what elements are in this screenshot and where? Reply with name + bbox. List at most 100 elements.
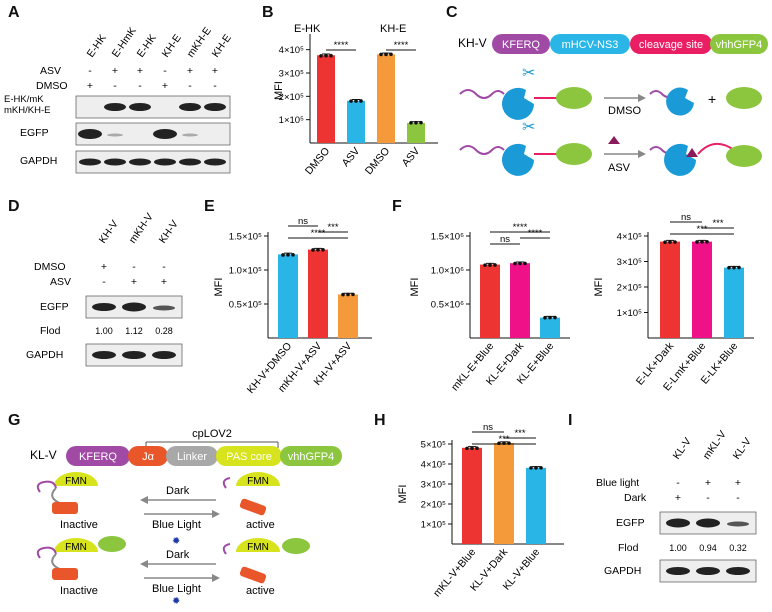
blot-band <box>696 518 720 528</box>
significance-label: *** <box>712 218 723 229</box>
data-point <box>705 239 709 244</box>
blue-light-row-label: Blue light <box>596 477 639 489</box>
panel-letter-f: F <box>392 198 402 215</box>
bar <box>377 54 395 144</box>
asv-triangle-icon <box>608 136 620 144</box>
arrow-head <box>638 94 646 102</box>
sign: - <box>102 276 106 288</box>
blot-band <box>104 103 126 111</box>
sign: + <box>162 80 168 92</box>
protease-shape <box>666 87 694 116</box>
kferq-tail <box>459 89 505 99</box>
blue-light-label: Blue Light <box>152 519 201 531</box>
fmn-label: FMN <box>65 476 87 487</box>
flod-value: 0.28 <box>155 326 173 336</box>
data-point <box>539 465 543 470</box>
panel-h-chart: 1×10⁵2×10⁵3×10⁵4×10⁵5×10⁵MFImKL-V+BlueKL… <box>397 422 564 599</box>
linker-line <box>51 487 63 505</box>
sign: + <box>101 261 107 273</box>
data-point <box>543 315 547 320</box>
y-tick-label: 3×10⁵ <box>617 257 642 268</box>
blot-band <box>179 103 201 111</box>
arrow-head <box>212 510 220 518</box>
data-point <box>548 315 552 320</box>
data-point <box>341 292 345 297</box>
y-tick-label: 3×10⁵ <box>279 69 304 80</box>
dark-row-label: Dark <box>624 492 647 504</box>
cplov2-label: cpLOV2 <box>192 428 232 440</box>
ja-helix-shape <box>239 566 267 584</box>
y-tick-label: 4×10⁵ <box>279 45 304 56</box>
significance-label: **** <box>528 228 543 239</box>
segment-ja <box>128 446 168 466</box>
data-point <box>493 263 497 267</box>
data-point <box>475 446 479 451</box>
data-point <box>311 248 315 252</box>
vhhgfp4-shape <box>726 87 762 109</box>
data-point <box>732 265 736 270</box>
dark-label: Dark <box>166 549 190 561</box>
flod-label: Flod <box>40 325 61 337</box>
y-tick-label: 1.5×10⁶ <box>431 232 464 243</box>
group-title: KH-E <box>380 23 406 35</box>
data-point <box>379 52 383 57</box>
significance-label: **** <box>394 40 409 51</box>
significance-label: **** <box>334 40 349 51</box>
kferq-tail <box>459 145 505 155</box>
segment-linker <box>166 446 218 466</box>
data-point <box>523 261 527 266</box>
segment-label: Jα <box>142 451 155 463</box>
segment-label: Linker <box>177 451 207 463</box>
y-tick-label: 1×10⁵ <box>617 308 642 319</box>
data-point <box>529 466 533 470</box>
blot-band <box>666 518 690 528</box>
segment-label: cleavage site <box>639 39 703 51</box>
y-tick-label: 1.0×10⁶ <box>431 266 464 277</box>
data-point <box>737 265 741 270</box>
lane-label: E-HmK <box>110 25 139 60</box>
asv-row-label: ASV <box>40 65 61 77</box>
significance-label: ns <box>500 234 510 245</box>
scissors-icon: ✂ <box>522 119 535 136</box>
segment-pas-core <box>216 446 282 466</box>
bar <box>347 100 365 143</box>
blot-strip-fusion <box>75 95 231 119</box>
blot-band <box>696 567 720 575</box>
scissors-icon: ✂ <box>522 65 535 82</box>
data-point <box>321 247 325 252</box>
gapdh-label: GAPDH <box>604 565 641 577</box>
panel-c-schematic: KH-V KFERQ mHCV-NS3 cleavage site vhhGFP… <box>458 34 768 176</box>
segment-label: KFERQ <box>79 451 117 463</box>
x-tick-label: ASV <box>340 145 363 169</box>
lane-label: KH-V <box>157 218 181 245</box>
data-point <box>409 120 413 125</box>
sign: + <box>675 492 681 504</box>
asv-triangle-icon <box>686 148 698 157</box>
construct-label: KL-V <box>30 448 57 462</box>
data-point <box>354 99 358 103</box>
sign: - <box>676 477 680 489</box>
vhhgfp4-shape <box>726 145 762 167</box>
segment-kferq <box>492 34 550 54</box>
sign: - <box>188 80 192 92</box>
significance-label: *** <box>327 222 338 233</box>
linker-line <box>51 553 63 571</box>
segment-cleavage <box>630 34 712 54</box>
sign: + <box>705 477 711 489</box>
bar <box>660 241 680 338</box>
asv-row-label: ASV <box>50 276 71 288</box>
flod-value: 1.00 <box>95 326 113 336</box>
data-point <box>384 52 388 57</box>
y-axis-label: MFI <box>593 278 605 297</box>
panel-letter-c: C <box>446 4 458 21</box>
data-point <box>465 446 469 451</box>
flod-value: 1.00 <box>669 543 687 553</box>
sign: - <box>213 80 217 92</box>
data-point <box>359 99 363 103</box>
data-point <box>668 240 672 244</box>
x-tick-label: ASV <box>400 145 423 169</box>
y-axis-label: MFI <box>409 278 421 297</box>
active-label: active <box>246 519 275 531</box>
blot-band <box>79 158 101 166</box>
y-tick-label: 4×10⁵ <box>617 232 642 243</box>
